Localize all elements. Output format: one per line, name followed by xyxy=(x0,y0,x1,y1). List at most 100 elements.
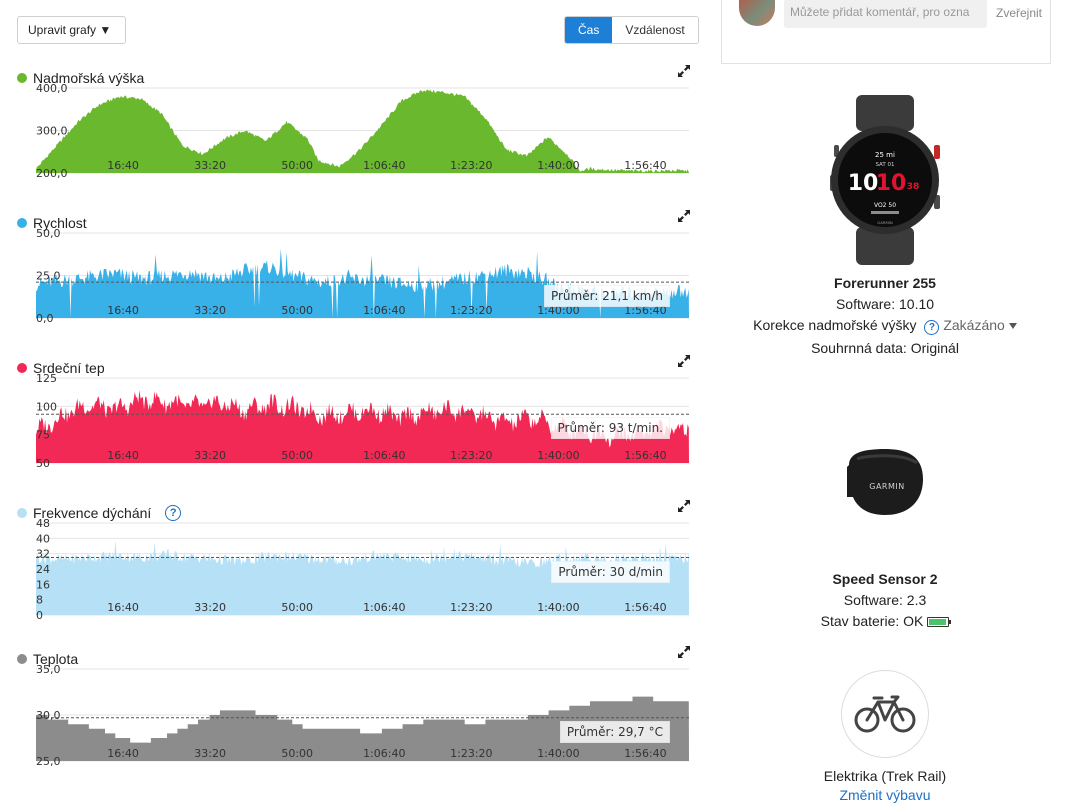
x-tick-label: 1:40:00 xyxy=(537,304,579,317)
watch-face-second: 38 xyxy=(907,182,920,192)
watch-face-vo2: VO2 50 xyxy=(874,202,896,209)
x-tick-label: 1:40:00 xyxy=(537,747,579,760)
y-tick-label: 16 xyxy=(36,578,50,591)
y-tick-label: 30,0 xyxy=(36,709,61,722)
x-tick-label: 50:00 xyxy=(281,304,313,317)
plot-area-temperature[interactable]: 35,0 30,0 25,0 16:40 33:20 50:00 1:06:40 1:23:2… xyxy=(0,663,710,768)
chart-speed: Rychlost 50,0 25,0 0,0 16:40 33:20 50:00 1:06:4… xyxy=(0,210,710,334)
watch-face-top: 25 mi xyxy=(875,151,895,159)
change-gear-link[interactable]: Změnit výbavu xyxy=(839,787,931,803)
x-tick-label: 16:40 xyxy=(107,449,139,462)
x-tick-label: 1:23:20 xyxy=(450,159,492,172)
series-area-speed xyxy=(36,248,689,318)
watch-brand: GARMIN xyxy=(877,220,893,225)
x-tick-label: 1:06:40 xyxy=(363,601,405,614)
device-speed-sensor: GARMIN Speed Sensor 2 Software: 2.3 Stav… xyxy=(720,445,1050,629)
tab-time[interactable]: Čas xyxy=(565,17,613,43)
watch-name: Forerunner 255 xyxy=(834,275,936,291)
publish-button[interactable]: Zveřejnit xyxy=(996,6,1043,20)
chart-title-label: Frekvence dýchání xyxy=(33,505,152,521)
y-tick-label: 24 xyxy=(36,563,50,576)
average-label: Průměr: 21,1 km/h xyxy=(543,285,670,308)
series-area-heart_rate xyxy=(36,390,689,463)
y-tick-label: 25,0 xyxy=(36,755,61,768)
legend-dot xyxy=(17,218,27,228)
legend-dot xyxy=(17,73,27,83)
elevation-correction-value[interactable]: Zakázáno xyxy=(943,317,1005,333)
series-area-temperature xyxy=(36,696,689,761)
x-tick-label: 33:20 xyxy=(194,601,226,614)
x-tick-label: 1:56:40 xyxy=(624,449,666,462)
x-tick-label: 1:40:00 xyxy=(537,601,579,614)
chart-title-label: Nadmořská výška xyxy=(33,70,145,86)
plot-area-respiration[interactable]: 48 40 32 24 16 8 0 16:40 33:20 50:00 1:06:40 1:23:2… xyxy=(0,517,710,622)
device-bike: Elektrika (Trek Rail) Změnit výbavu xyxy=(720,670,1050,803)
expand-icon[interactable] xyxy=(677,645,691,659)
expand-icon[interactable] xyxy=(677,209,691,223)
x-tick-label: 1:06:40 xyxy=(363,449,405,462)
chart-title-label: Srdeční tep xyxy=(33,360,105,376)
device-watch: 25 mi SAT 01 10 10 38 VO2 50 GARMIN Fore… xyxy=(720,95,1050,356)
chart-respiration: Frekvence dýchání? 48 40 32 24 16 8 0 16:40 33:20… xyxy=(0,500,710,631)
comment-card: Můžete přidat komentář, pro ozna Zveřejn… xyxy=(721,0,1051,64)
plot-svg: 50,0 25,0 0,0 16:40 33:20 50:00 1:06:40 1:23:20… xyxy=(36,227,689,325)
y-tick-label: 100 xyxy=(36,400,57,413)
plot-area-elevation[interactable]: 400,0 300,0 200,0 16:40 33:20 50:00 1:06:40 1:2… xyxy=(0,82,710,180)
y-tick-label: 25,0 xyxy=(36,270,61,283)
y-tick-label: 35,0 xyxy=(36,663,61,676)
avatar xyxy=(739,0,775,26)
chart-title-respiration: Frekvence dýchání? xyxy=(17,503,182,523)
edit-charts-button[interactable]: Upravit grafy ▼ xyxy=(17,16,126,44)
y-tick-label: 8 xyxy=(36,594,43,607)
chart-title-heart_rate: Srdeční tep xyxy=(17,358,105,378)
sensor-battery-label: Stav baterie: OK xyxy=(820,613,924,629)
expand-icon[interactable] xyxy=(677,499,691,513)
x-tick-label: 1:06:40 xyxy=(363,159,405,172)
plot-area-speed[interactable]: 50,0 25,0 0,0 16:40 33:20 50:00 1:06:40 1:23:20… xyxy=(0,227,710,325)
expand-icon[interactable] xyxy=(677,64,691,78)
plot-svg: 48 40 32 24 16 8 0 16:40 33:20 50:00 1:06:40 1:23:2… xyxy=(36,517,689,622)
x-axis-toggle: Čas Vzdálenost xyxy=(564,16,699,44)
y-tick-label: 50 xyxy=(36,457,50,470)
x-tick-label: 33:20 xyxy=(194,747,226,760)
chevron-down-icon[interactable] xyxy=(1008,323,1017,329)
legend-dot xyxy=(17,363,27,373)
x-tick-label: 1:56:40 xyxy=(624,601,666,614)
average-label: Průměr: 30 d/min xyxy=(551,560,670,583)
average-label: Průměr: 29,7 °C xyxy=(559,720,670,743)
sensor-brand: GARMIN xyxy=(869,482,904,491)
comment-input[interactable]: Můžete přidat komentář, pro ozna xyxy=(784,0,987,28)
series-area-elevation xyxy=(36,89,689,173)
y-tick-label: 300,0 xyxy=(36,125,68,138)
chart-title-label: Teplota xyxy=(33,651,79,667)
plot-area-heart_rate[interactable]: 125 100 75 50 16:40 33:20 50:00 1:06:40 1:23:20 1… xyxy=(0,372,710,470)
x-tick-label: 1:23:20 xyxy=(450,304,492,317)
x-tick-label: 33:20 xyxy=(194,159,226,172)
chart-heart_rate: Srdeční tep 125 100 75 50 16:40 33:20 50:00 1:06… xyxy=(0,355,710,479)
watch-image: 25 mi SAT 01 10 10 38 VO2 50 GARMIN xyxy=(830,95,940,265)
x-tick-label: 50:00 xyxy=(281,747,313,760)
x-tick-label: 1:23:20 xyxy=(450,449,492,462)
battery-icon xyxy=(927,617,952,627)
summary-data: Souhrnná data: Originál xyxy=(811,340,959,356)
y-tick-label: 75 xyxy=(36,429,50,442)
question-circle-icon[interactable]: ? xyxy=(924,320,940,335)
y-tick-label: 0 xyxy=(36,609,43,622)
chart-title-speed: Rychlost xyxy=(17,213,87,233)
y-tick-label: 32 xyxy=(36,548,50,561)
x-tick-label: 1:40:00 xyxy=(537,159,579,172)
expand-icon[interactable] xyxy=(677,354,691,368)
x-tick-label: 16:40 xyxy=(107,747,139,760)
average-label: Průměr: 93 t/min. xyxy=(550,417,670,440)
x-tick-label: 1:23:20 xyxy=(450,601,492,614)
x-tick-label: 16:40 xyxy=(107,159,139,172)
x-tick-label: 1:56:40 xyxy=(624,747,666,760)
question-circle-icon[interactable]: ? xyxy=(165,505,182,521)
x-tick-label: 50:00 xyxy=(281,449,313,462)
x-tick-label: 16:40 xyxy=(107,601,139,614)
chart-temperature: Teplota 35,0 30,0 25,0 16:40 33:20 50:00 1:06:4… xyxy=(0,646,710,777)
x-tick-label: 1:06:40 xyxy=(363,747,405,760)
tab-distance[interactable]: Vzdálenost xyxy=(612,17,698,43)
x-tick-label: 1:56:40 xyxy=(624,304,666,317)
y-tick-label: 50,0 xyxy=(36,227,61,240)
